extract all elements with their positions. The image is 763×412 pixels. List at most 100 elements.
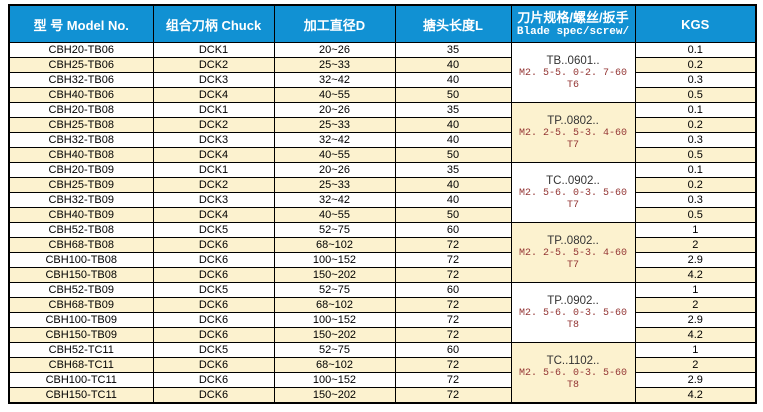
kgs-cell: 1 <box>634 282 757 298</box>
chuck-cell: DCK6 <box>152 327 275 343</box>
diameter-cell: 40~55 <box>273 87 396 103</box>
table-row: CBH100-TB08 DCK6 100~152 72 2.9 <box>8 252 757 268</box>
blade-spec-cell: TP..0802.. M2. 2-5. 5-3. 4-60 T7 <box>510 102 636 163</box>
diameter-cell: 40~55 <box>273 147 396 163</box>
length-cell: 60 <box>394 282 512 298</box>
kgs-cell: 0.2 <box>634 57 757 73</box>
diameter-cell: 25~33 <box>273 57 396 73</box>
diameter-cell: 100~152 <box>273 372 396 388</box>
length-cell: 40 <box>394 72 512 88</box>
chuck-cell: DCK3 <box>152 192 275 208</box>
model-cell: CBH52-TC11 <box>8 342 154 358</box>
diameter-cell: 25~33 <box>273 117 396 133</box>
table-row: CBH32-TB08 DCK3 32~42 40 0.3 <box>8 132 757 148</box>
chuck-cell: DCK1 <box>152 42 275 58</box>
spec-table-container: 型 号 Model No. 组合刀柄 Chuck 加工直径D 搪头长度L 刀片规… <box>8 4 757 404</box>
diameter-cell: 68~102 <box>273 357 396 373</box>
diameter-cell: 150~202 <box>273 267 396 283</box>
diameter-cell: 68~102 <box>273 237 396 253</box>
diameter-cell: 40~55 <box>273 207 396 223</box>
table-row: CBH25-TB08 DCK2 25~33 40 0.2 <box>8 117 757 133</box>
spec-name: TB..0601.. <box>546 54 600 67</box>
model-cell: CBH25-TB09 <box>8 177 154 193</box>
chuck-cell: DCK4 <box>152 147 275 163</box>
model-cell: CBH20-TB09 <box>8 162 154 178</box>
length-cell: 40 <box>394 117 512 133</box>
length-cell: 40 <box>394 132 512 148</box>
spec-screw: M2. 5-6. 0-3. 5-60 <box>518 187 628 199</box>
table-row: CBH52-TB08 DCK5 52~75 60 TP..0802.. M2. 2-5. … <box>8 222 757 283</box>
diameter-cell: 32~42 <box>273 132 396 148</box>
table-row: CBH150-TC11 DCK6 150~202 72 4.2 <box>8 387 757 404</box>
model-cell: CBH68-TB09 <box>8 297 154 313</box>
kgs-cell: 0.1 <box>634 162 757 178</box>
col-header-blade-spec-en: Blade spec/screw/ <box>516 25 630 38</box>
length-cell: 72 <box>394 327 512 343</box>
spec-screw: M2. 2-5. 5-3. 4-60 <box>518 127 628 139</box>
model-cell: CBH52-TB09 <box>8 282 154 298</box>
kgs-cell: 4.2 <box>634 327 757 343</box>
diameter-cell: 52~75 <box>273 342 396 358</box>
length-cell: 50 <box>394 87 512 103</box>
length-cell: 72 <box>394 372 512 388</box>
kgs-cell: 2 <box>634 297 757 313</box>
chuck-cell: DCK2 <box>152 57 275 73</box>
blade-spec-cell: TC..1102.. M2. 5-6. 0-3. 5-60 T8 <box>510 342 636 404</box>
kgs-cell: 0.2 <box>634 117 757 133</box>
table-row: CBH100-TC11 DCK6 100~152 72 2.9 <box>8 372 757 388</box>
kgs-cell: 0.5 <box>634 87 757 103</box>
table-row: CBH52-TC11 DCK5 52~75 60 TC..1102.. M2. 5-6. … <box>8 342 757 404</box>
table-row: CBH20-TB06 DCK1 20~26 35 TB..0601.. M2. 5-5. … <box>8 42 757 103</box>
kgs-cell: 2.9 <box>634 252 757 268</box>
spec-wrench: T7 <box>566 259 579 271</box>
chuck-cell: DCK6 <box>152 372 275 388</box>
diameter-cell: 32~42 <box>273 72 396 88</box>
length-cell: 35 <box>394 102 512 118</box>
length-cell: 72 <box>394 387 512 404</box>
kgs-cell: 0.2 <box>634 177 757 193</box>
kgs-cell: 0.3 <box>634 72 757 88</box>
chuck-cell: DCK3 <box>152 132 275 148</box>
table-row: CBH150-TB08 DCK6 150~202 72 4.2 <box>8 267 757 283</box>
kgs-cell: 0.5 <box>634 147 757 163</box>
chuck-cell: DCK5 <box>152 342 275 358</box>
model-cell: CBH40-TB09 <box>8 207 154 223</box>
length-cell: 60 <box>394 342 512 358</box>
diameter-cell: 52~75 <box>273 222 396 238</box>
model-cell: CBH40-TB06 <box>8 87 154 103</box>
model-cell: CBH25-TB08 <box>8 117 154 133</box>
kgs-cell: 4.2 <box>634 267 757 283</box>
blade-spec-cell: TB..0601.. M2. 5-5. 0-2. 7-60 T6 <box>510 42 636 103</box>
chuck-cell: DCK6 <box>152 267 275 283</box>
kgs-cell: 0.1 <box>634 42 757 58</box>
model-cell: CBH100-TC11 <box>8 372 154 388</box>
model-cell: CBH20-TB08 <box>8 102 154 118</box>
kgs-cell: 0.5 <box>634 207 757 223</box>
model-cell: CBH68-TC11 <box>8 357 154 373</box>
chuck-cell: DCK6 <box>152 387 275 404</box>
blade-spec-cell: TC..0902.. M2. 5-6. 0-3. 5-60 T7 <box>510 162 636 223</box>
chuck-cell: DCK5 <box>152 282 275 298</box>
spec-wrench: T8 <box>566 379 579 391</box>
diameter-cell: 20~26 <box>273 102 396 118</box>
spec-screw: M2. 2-5. 5-3. 4-60 <box>518 247 628 259</box>
spec-name: TP..0902.. <box>547 294 599 307</box>
length-cell: 40 <box>394 192 512 208</box>
chuck-cell: DCK2 <box>152 177 275 193</box>
table-row: CBH40-TB06 DCK4 40~55 50 0.5 <box>8 87 757 103</box>
diameter-cell: 52~75 <box>273 282 396 298</box>
diameter-cell: 32~42 <box>273 192 396 208</box>
blade-spec-cell: TP..0802.. M2. 2-5. 5-3. 4-60 T7 <box>510 222 636 283</box>
length-cell: 50 <box>394 147 512 163</box>
blade-spec-cell: TP..0902.. M2. 5-6. 0-3. 5-60 T8 <box>510 282 636 343</box>
diameter-cell: 25~33 <box>273 177 396 193</box>
table-row: CBH32-TB09 DCK3 32~42 40 0.3 <box>8 192 757 208</box>
spec-screw: M2. 5-6. 0-3. 5-60 <box>518 367 628 379</box>
diameter-cell: 20~26 <box>273 162 396 178</box>
kgs-cell: 0.1 <box>634 102 757 118</box>
chuck-cell: DCK4 <box>152 207 275 223</box>
table-row: CBH68-TC11 DCK6 68~102 72 2 <box>8 357 757 373</box>
model-cell: CBH25-TB06 <box>8 57 154 73</box>
col-header-blade-spec-zh: 刀片规格/螺丝/扳手 <box>517 9 629 25</box>
model-cell: CBH32-TB06 <box>8 72 154 88</box>
